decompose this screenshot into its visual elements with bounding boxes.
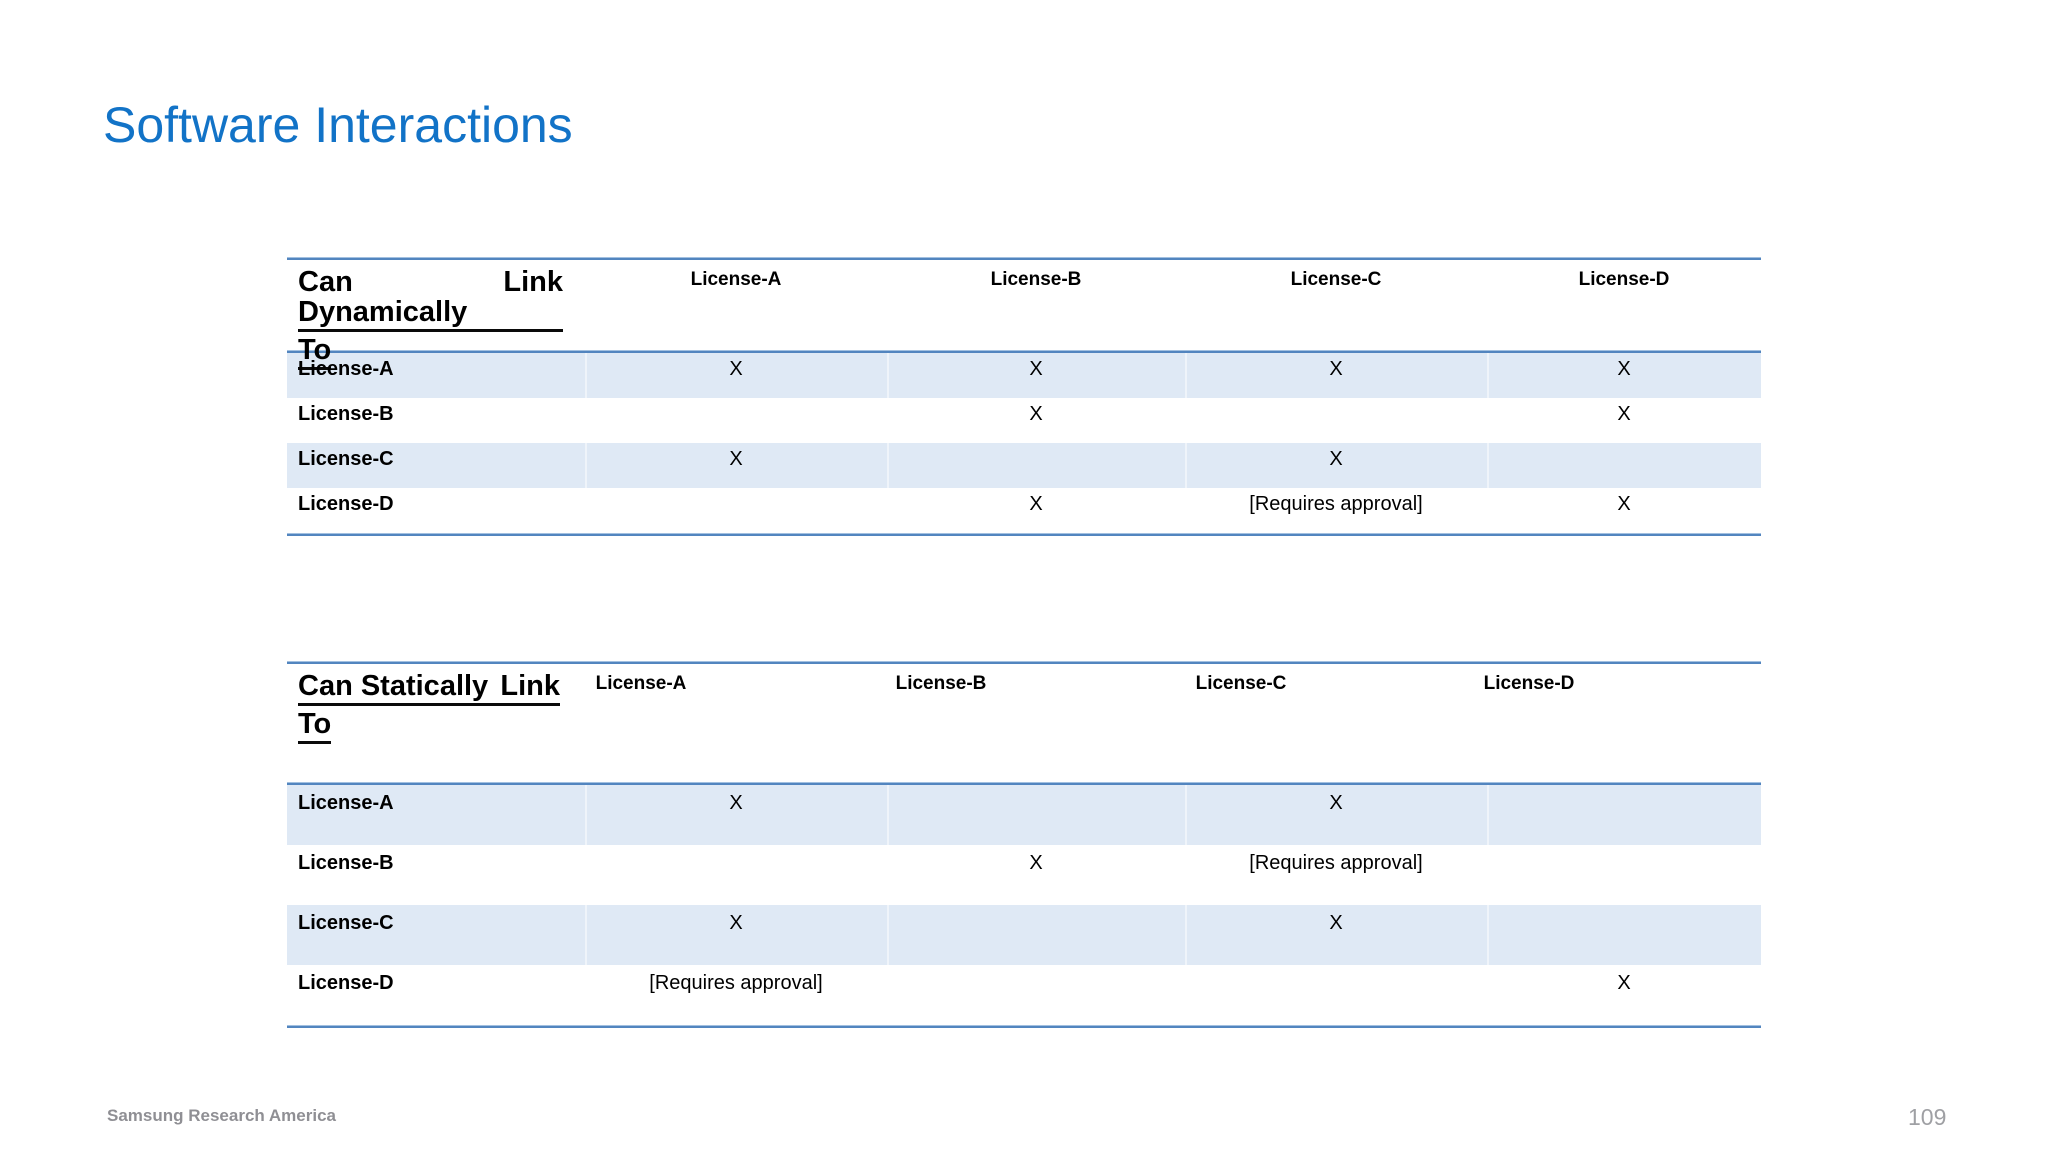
column-header: License-D — [1578, 269, 1670, 290]
table-row: License-B X X — [287, 398, 1761, 443]
table-row: License-D [Requires approval] X — [287, 965, 1761, 1025]
column-header: License-C — [1290, 269, 1382, 290]
table-cell: X — [887, 353, 1185, 398]
table-cell: X — [1185, 443, 1487, 488]
table-corner-title: Can Dynamically Link To — [287, 260, 585, 370]
table-cell: [Requires approval] — [1249, 493, 1423, 515]
page-title: Software Interactions — [103, 97, 573, 153]
table-cell: X — [1185, 905, 1487, 965]
table-cell — [585, 488, 887, 533]
row-label: License-B — [298, 852, 394, 874]
table-row: License-B X [Requires approval] — [287, 845, 1761, 905]
table-cell — [1185, 398, 1487, 443]
table-cell: X — [1617, 403, 1631, 425]
table-cell — [1487, 905, 1761, 965]
table-cell: [Requires approval] — [649, 972, 823, 994]
table-row: License-D X [Requires approval] X — [287, 488, 1761, 533]
table-cell: X — [585, 353, 887, 398]
row-label: License-B — [298, 403, 394, 425]
table-cell — [585, 845, 887, 905]
table-cell — [1185, 965, 1487, 1025]
table-cell: X — [585, 905, 887, 965]
table-corner-title: Can Statically Link To — [287, 664, 585, 782]
table-top-border — [287, 257, 1761, 260]
row-label: License-D — [298, 493, 394, 515]
table-header-row: Can Dynamically Link To License-A Licens… — [287, 260, 1761, 370]
table-cell: X — [1185, 353, 1487, 398]
table-cell: X — [1487, 353, 1761, 398]
table-cell — [887, 443, 1185, 488]
table-top-border — [287, 661, 1761, 664]
table-cell: X — [1029, 403, 1043, 425]
row-label: License-D — [298, 972, 394, 994]
table-cell — [1487, 845, 1761, 905]
column-header: License-B — [895, 673, 987, 694]
column-header: License-B — [990, 269, 1082, 290]
column-header: License-C — [1195, 673, 1287, 694]
corner-title-line1: Can Statically Link — [298, 671, 560, 706]
corner-title-word-left: Can Statically — [298, 670, 489, 702]
corner-title-line1: Can Dynamically Link — [298, 267, 563, 332]
dynamic-link-table: Can Dynamically Link To License-A Licens… — [287, 257, 1761, 536]
table-cell — [887, 785, 1185, 845]
table-cell — [585, 398, 887, 443]
table-row: License-C X X — [287, 905, 1761, 965]
row-label: License-A — [298, 792, 394, 814]
table-cell: X — [585, 443, 887, 488]
corner-title-word-left: Can Dynamically — [298, 266, 468, 328]
static-link-table: Can Statically Link To License-A License… — [287, 661, 1761, 1028]
corner-title-word-right: Link — [500, 670, 560, 702]
table-header-divider — [287, 350, 1761, 353]
table-cell: X — [1029, 852, 1043, 874]
table-cell — [1487, 443, 1761, 488]
corner-title-line2: To — [298, 335, 585, 370]
table-row: License-C X X — [287, 443, 1761, 488]
table-cell — [887, 905, 1185, 965]
table-cell: X — [1029, 493, 1043, 515]
table-cell: X — [585, 785, 887, 845]
table-cell: [Requires approval] — [1249, 852, 1423, 874]
table-cell: X — [1617, 493, 1631, 515]
table-bottom-border — [287, 1025, 1761, 1028]
table-row: License-A X X — [287, 785, 1761, 845]
row-label: License-C — [298, 448, 394, 470]
table-header-row: Can Statically Link To License-A License… — [287, 664, 1761, 782]
table-row: License-A X X X X — [287, 353, 1761, 398]
corner-title-word-right: Link — [503, 266, 563, 298]
column-header: License-A — [690, 269, 782, 290]
slide-page-number: 109 — [1908, 1104, 1947, 1130]
table-cell — [887, 965, 1185, 1025]
corner-title-line2: To — [298, 709, 585, 744]
row-label: License-C — [298, 912, 394, 934]
column-header: License-A — [595, 673, 687, 694]
column-header: License-D — [1483, 673, 1575, 694]
row-label: License-A — [298, 358, 394, 380]
table-header-divider — [287, 782, 1761, 785]
table-cell: X — [1617, 972, 1631, 994]
table-cell: X — [1185, 785, 1487, 845]
footer-company-name: Samsung Research America — [107, 1106, 336, 1125]
table-bottom-border — [287, 533, 1761, 536]
table-cell — [1487, 785, 1761, 845]
